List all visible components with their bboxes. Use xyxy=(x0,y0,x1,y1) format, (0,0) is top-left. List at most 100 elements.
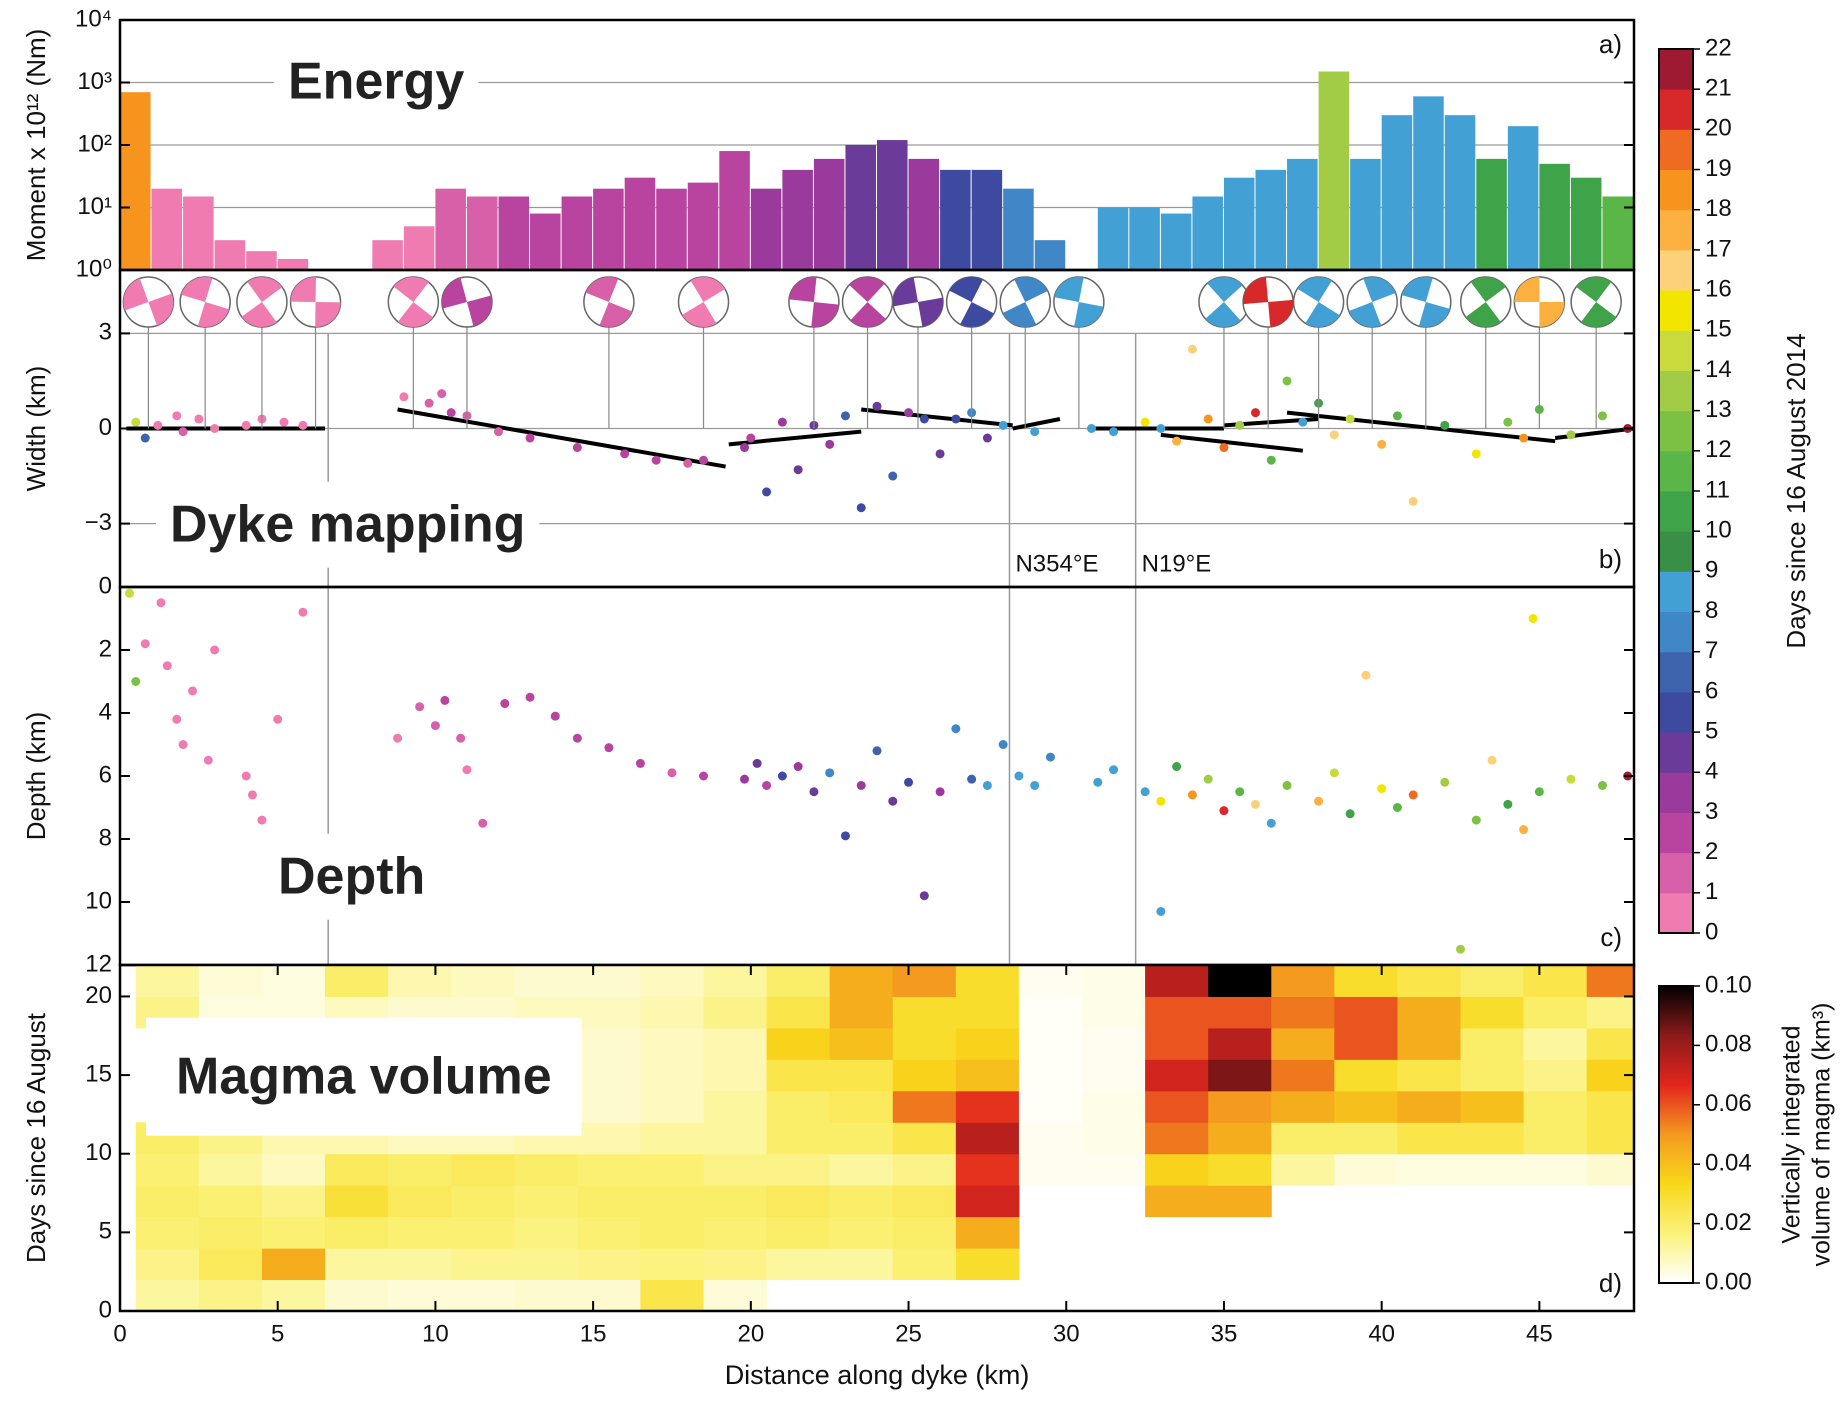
heat-cell xyxy=(135,965,200,997)
colorbar-tick-label: 2 xyxy=(1705,838,1718,865)
point xyxy=(951,724,961,734)
y-tick-label: 10¹ xyxy=(77,193,112,220)
colorbar-label: volume of magma (km³) xyxy=(1808,1003,1836,1267)
point xyxy=(1266,455,1276,465)
heat-cell xyxy=(1334,1090,1398,1123)
heat-cell xyxy=(198,1248,263,1281)
x-axis-label: Distance along dyke (km) xyxy=(725,1360,1030,1390)
heat-cell xyxy=(325,1248,389,1281)
point xyxy=(131,417,141,427)
colorbar-band xyxy=(1659,49,1693,90)
annotation-box xyxy=(264,833,440,920)
heat-cell xyxy=(640,1279,705,1311)
point xyxy=(740,774,750,784)
y-tick-label: 0 xyxy=(99,572,112,599)
heat-cell xyxy=(955,965,1020,997)
y-tick-label: 10⁴ xyxy=(75,5,112,32)
heat-cell xyxy=(577,1248,641,1281)
point xyxy=(298,607,308,617)
heat-cell xyxy=(1271,996,1335,1029)
heat-cell xyxy=(198,1185,263,1218)
x-tick-label: 45 xyxy=(1526,1320,1553,1347)
point xyxy=(393,733,403,743)
point xyxy=(683,458,693,468)
heat-cell xyxy=(1271,1027,1335,1060)
bar xyxy=(750,188,782,270)
bar xyxy=(151,188,183,270)
panel: 0 5 10 15 20 0 5 10 15 20 25 30 35 40 45 Distance along… xyxy=(21,963,1636,1390)
point xyxy=(1408,496,1418,506)
point xyxy=(172,411,182,421)
heat-cell xyxy=(703,965,768,997)
y-tick-label: 4 xyxy=(99,698,112,725)
bar xyxy=(1034,240,1066,270)
focal-wedge xyxy=(1002,277,1048,327)
heat-cell xyxy=(766,1027,831,1060)
heat-cell xyxy=(829,1090,894,1123)
heat-cell xyxy=(1082,1027,1146,1060)
heat-cell xyxy=(1523,1027,1588,1060)
colorbar-tick-label: 16 xyxy=(1705,275,1732,302)
heat-cell xyxy=(703,1122,768,1155)
heat-cell xyxy=(1523,965,1588,997)
heat-cell xyxy=(577,1185,641,1218)
colorbar-band xyxy=(1659,772,1693,813)
fit-line xyxy=(861,407,1013,428)
heat-cell xyxy=(1334,965,1398,997)
heat-cell xyxy=(514,1248,578,1281)
bar xyxy=(1223,177,1255,270)
heat-cell xyxy=(703,996,768,1029)
heat-cell xyxy=(829,1216,894,1249)
fit-line xyxy=(1160,432,1304,453)
point xyxy=(904,777,914,787)
heat-cell xyxy=(1334,1027,1398,1060)
bar xyxy=(1160,213,1192,270)
bar xyxy=(1539,163,1570,270)
heat-cell xyxy=(703,1059,768,1092)
heat-cell xyxy=(1018,1090,1083,1123)
heat-cell xyxy=(766,1122,831,1155)
focal-wedge xyxy=(241,277,283,328)
heat-cell xyxy=(451,965,515,997)
heat-cell xyxy=(1334,996,1398,1029)
heat-cell xyxy=(1145,1059,1209,1092)
point xyxy=(1014,771,1024,781)
colorbar-tick-label: 0.06 xyxy=(1705,1090,1752,1117)
point xyxy=(1086,424,1096,433)
heat-cell xyxy=(198,1216,263,1249)
colorbar-tick-label: 17 xyxy=(1705,235,1732,262)
point xyxy=(1203,774,1213,784)
point xyxy=(430,721,440,731)
heat-cell xyxy=(325,1216,389,1249)
annotation-box xyxy=(156,481,540,568)
y-tick-label: 8 xyxy=(99,824,112,851)
heat-cell xyxy=(955,1248,1020,1281)
colorbar-tick-label: 0 xyxy=(1705,918,1718,945)
heat-cell xyxy=(135,1185,200,1218)
heat-cell xyxy=(577,1059,641,1092)
y-tick-label: 15 xyxy=(85,1060,112,1087)
point xyxy=(1392,803,1402,812)
heat-cell xyxy=(388,1279,452,1311)
heat-cell xyxy=(1271,1122,1335,1155)
bar xyxy=(877,140,908,270)
heat-cell xyxy=(829,996,894,1029)
heat-cell xyxy=(1018,996,1083,1029)
colorbar-band xyxy=(1659,491,1693,532)
bar xyxy=(1381,115,1413,270)
point xyxy=(1519,825,1529,835)
heat-cell xyxy=(1018,1153,1083,1186)
heat-cell xyxy=(1145,965,1209,997)
heat-cell xyxy=(577,996,641,1029)
heat-cell xyxy=(577,1216,641,1249)
heat-cell xyxy=(261,1185,326,1218)
heat-cell xyxy=(1208,1185,1272,1218)
point xyxy=(1219,806,1229,816)
heat-cell xyxy=(640,1153,705,1186)
heat-cell xyxy=(1586,1153,1634,1186)
point xyxy=(399,392,409,402)
point xyxy=(1503,417,1513,427)
fit-line xyxy=(1286,410,1556,444)
heat-cell xyxy=(955,996,1020,1029)
heat-cell xyxy=(1397,1122,1462,1155)
